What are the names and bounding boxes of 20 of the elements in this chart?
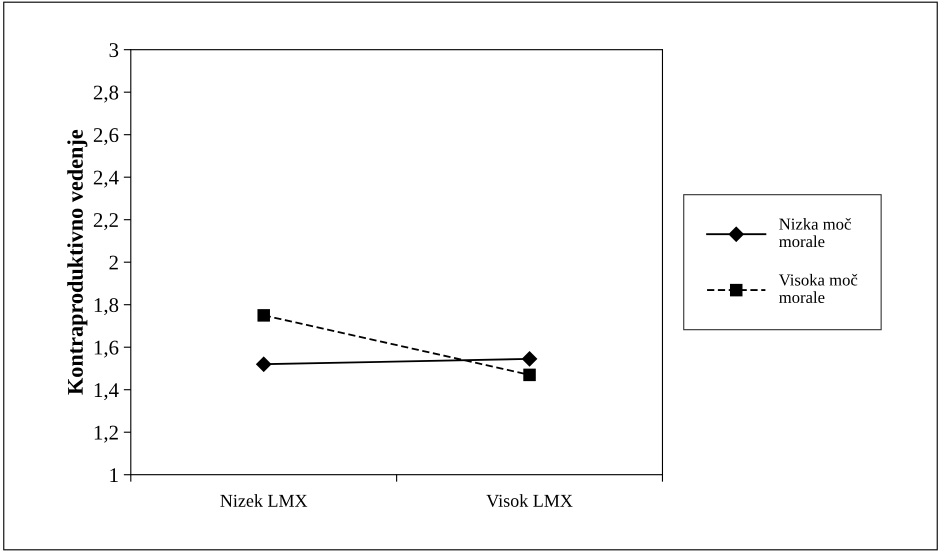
x-tick-label: Nizek LMX	[220, 494, 308, 507]
y-tick-label: 2,6	[94, 128, 118, 146]
y-tick-label: 1,8	[94, 298, 118, 316]
y-tick-label: 1,4	[94, 383, 119, 400]
point	[522, 351, 538, 366]
point	[257, 309, 270, 322]
y-tick-label: 2,2	[94, 213, 118, 230]
point	[256, 356, 272, 372]
y-tick-label: 1,2	[94, 426, 118, 443]
y-tick-label: 1,6	[94, 340, 118, 358]
y-tick-label: 2	[109, 256, 118, 270]
point	[523, 368, 536, 382]
y-tick-label: 3	[110, 43, 118, 58]
y-tick-label: 2,8	[94, 86, 118, 103]
y-tick-label: 2,4	[94, 170, 119, 188]
legend-label: Visoka moč morale	[778, 274, 858, 304]
y-axis-title: Kontraproduktivno vedenje	[67, 130, 88, 395]
y-tick-label: 1	[110, 468, 118, 482]
x-tick-label: Visok LMX	[486, 494, 573, 507]
legend-label: Nizka moč morale	[779, 218, 851, 248]
